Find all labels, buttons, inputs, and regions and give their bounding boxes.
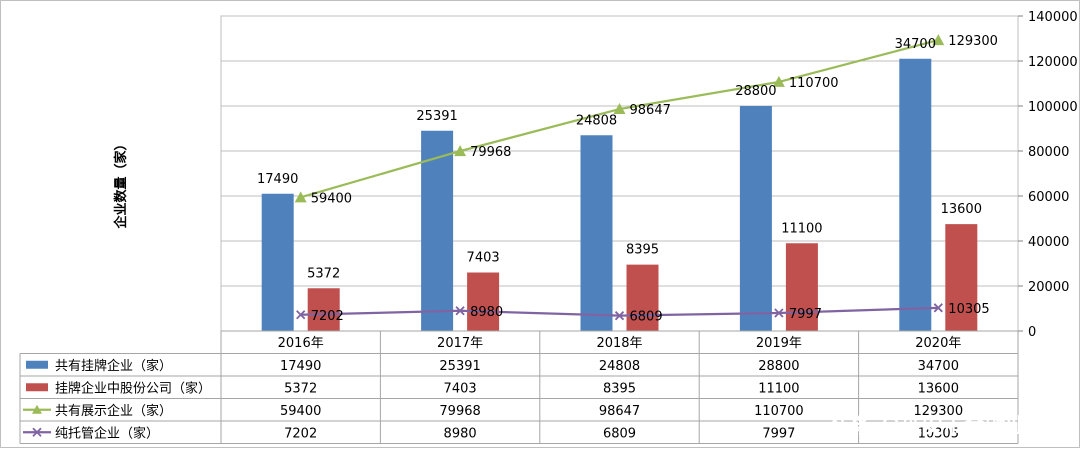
y-tick-label: 80000 <box>1028 145 1069 160</box>
bar <box>580 135 613 331</box>
table-cell: 24808 <box>599 359 640 374</box>
data-label: 13600 <box>941 202 982 217</box>
data-label: 7403 <box>467 251 500 266</box>
bar <box>899 58 932 331</box>
bar <box>467 272 500 331</box>
bar <box>307 288 340 331</box>
y-tick-label: 40000 <box>1028 235 1069 250</box>
data-label: 10305 <box>948 302 989 317</box>
plot-area <box>220 15 1019 332</box>
x-marker <box>455 306 465 316</box>
y-tick-label: 120000 <box>1028 55 1078 70</box>
legend-key <box>26 383 48 392</box>
table-cell: 34700 <box>918 359 959 374</box>
bar-series <box>261 58 978 331</box>
category-label: 2019年 <box>756 336 802 351</box>
data-label: 7202 <box>311 309 344 324</box>
data-label: 98647 <box>630 103 671 118</box>
legend-marker <box>32 404 42 414</box>
y-tick-label: 100000 <box>1028 100 1078 115</box>
x-marker <box>614 311 625 321</box>
y-tick-label: 0 <box>1028 325 1036 340</box>
bar <box>626 264 659 331</box>
table-cell: 28800 <box>758 359 799 374</box>
legend-entry: 共有挂牌企业（家） <box>55 358 172 374</box>
legend-entry: 纯托管企业（家） <box>55 425 159 441</box>
y-axis: 0 20000 40000 60000 80000 100000 120000 140000 <box>1018 10 1078 340</box>
y-tick-label: 140000 <box>1028 10 1078 25</box>
bar <box>261 193 294 331</box>
data-label: 8395 <box>626 243 659 258</box>
legend-entry: 共有展示企业（家） <box>55 403 172 419</box>
data-label: 79968 <box>470 145 511 160</box>
table-cell: 17490 <box>280 359 321 374</box>
triangle-marker <box>772 75 785 87</box>
table-cell: 6809 <box>603 426 636 441</box>
watermark: 头条 @延安市金融业协会 <box>831 414 1069 438</box>
category-label: 2017年 <box>437 336 483 351</box>
series-line <box>300 38 939 199</box>
table-cell: 98647 <box>599 404 640 419</box>
y-tick-label: 60000 <box>1028 190 1069 205</box>
table-cell: 25391 <box>439 359 480 374</box>
data-label: 110700 <box>789 76 839 91</box>
x-marker <box>296 310 306 320</box>
bar <box>739 106 772 331</box>
grid-lines <box>220 15 1019 332</box>
table-cell: 110700 <box>754 404 804 419</box>
legend-entry: 挂牌企业中股份公司（家） <box>55 380 211 396</box>
data-label: 34700 <box>895 37 936 52</box>
table-cell: 79968 <box>439 404 480 419</box>
data-label: 25391 <box>416 109 457 124</box>
x-marker <box>774 308 784 318</box>
table-cell: 8395 <box>603 381 636 396</box>
triangle-marker <box>613 103 626 115</box>
table-cell: 13600 <box>918 381 959 396</box>
table-cell: 8980 <box>444 426 477 441</box>
category-label: 2020年 <box>915 336 961 351</box>
bar <box>785 243 818 331</box>
data-label: 17490 <box>257 172 298 187</box>
data-labels: 17490 25391 24808 28800 34700 5372 7403 8395 111… <box>257 34 998 325</box>
data-label: 11100 <box>781 221 822 236</box>
table-cell: 7202 <box>284 426 317 441</box>
category-label: 2016年 <box>278 336 324 351</box>
triangle-marker <box>294 191 307 203</box>
data-label: 6809 <box>630 310 663 325</box>
line-series <box>294 34 945 321</box>
y-tick-label: 20000 <box>1028 280 1069 295</box>
legend-key <box>26 360 48 369</box>
table-cell: 7403 <box>444 381 477 396</box>
data-label: 5372 <box>307 266 340 281</box>
data-label: 8980 <box>470 305 503 320</box>
triangle-marker <box>932 34 945 46</box>
legend-marker <box>32 427 42 437</box>
x-marker <box>933 303 943 313</box>
data-label: 59400 <box>311 191 352 206</box>
y-axis-label: 企业数量（家） <box>113 137 129 229</box>
triangle-marker <box>454 145 467 157</box>
table-cell: 10305 <box>918 426 959 441</box>
data-label: 24808 <box>576 113 617 128</box>
data-label: 129300 <box>948 34 998 49</box>
table-cell: 11100 <box>758 381 799 396</box>
bar <box>945 224 978 331</box>
category-label: 2018年 <box>596 336 642 351</box>
table-cell: 5372 <box>284 381 317 396</box>
table-cell: 7997 <box>762 426 795 441</box>
table-cell: 59400 <box>280 404 321 419</box>
bar <box>421 130 454 331</box>
data-label: 28800 <box>735 84 776 99</box>
table-cell: 129300 <box>913 404 963 419</box>
data-label: 7997 <box>789 307 822 322</box>
